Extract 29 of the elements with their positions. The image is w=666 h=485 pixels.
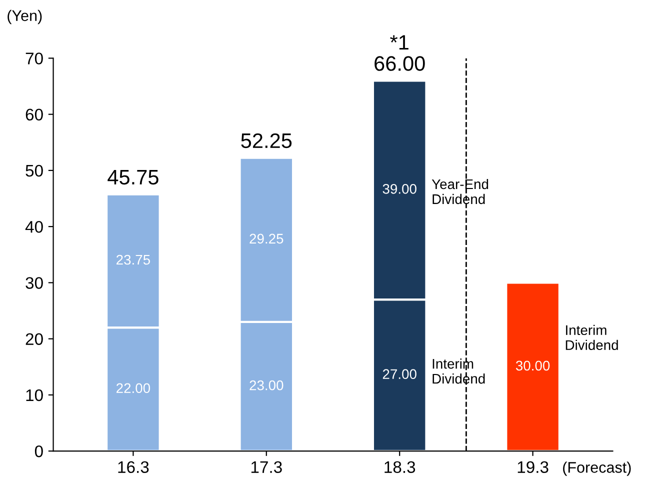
y-tick-label: 10 [26, 389, 43, 402]
y-tick-label: 60 [26, 108, 43, 121]
y-tick-label: 70 [26, 52, 43, 64]
bar [505, 282, 560, 452]
x-tick-label: 16.3 [118, 461, 149, 474]
y-tick-label: 50 [26, 164, 43, 177]
annotation: Interim Dividend [432, 358, 485, 384]
total-label: 52.25 [241, 133, 292, 148]
text: *1 [390, 35, 408, 50]
data-label: 30.00 [516, 360, 550, 371]
annotation: Interim Dividend [566, 324, 618, 350]
y-tick-label: 30 [26, 277, 43, 289]
y-axis-title: (Yen) [8, 10, 42, 24]
x-tick-label: 19.3 [518, 461, 548, 474]
data-label: 23.75 [116, 254, 150, 265]
total-label: 66.00 [374, 56, 425, 71]
annotation: Year-End Dividend [432, 178, 488, 204]
total-label: 45.75 [108, 170, 158, 185]
data-label: 27.00 [382, 369, 416, 380]
y-tick-label: 40 [25, 220, 43, 233]
text: (Forecast) [563, 462, 631, 476]
data-label: 23.00 [250, 380, 284, 390]
x-tick-label: 17.3 [251, 461, 282, 474]
y-tick-label: 0 [34, 445, 43, 458]
data-label: 22.00 [116, 383, 150, 394]
data-label: 29.25 [250, 234, 284, 244]
y-tick-label: 20 [26, 333, 43, 346]
data-label: 39.00 [382, 184, 416, 194]
x-tick-label: 18.3 [384, 461, 416, 474]
